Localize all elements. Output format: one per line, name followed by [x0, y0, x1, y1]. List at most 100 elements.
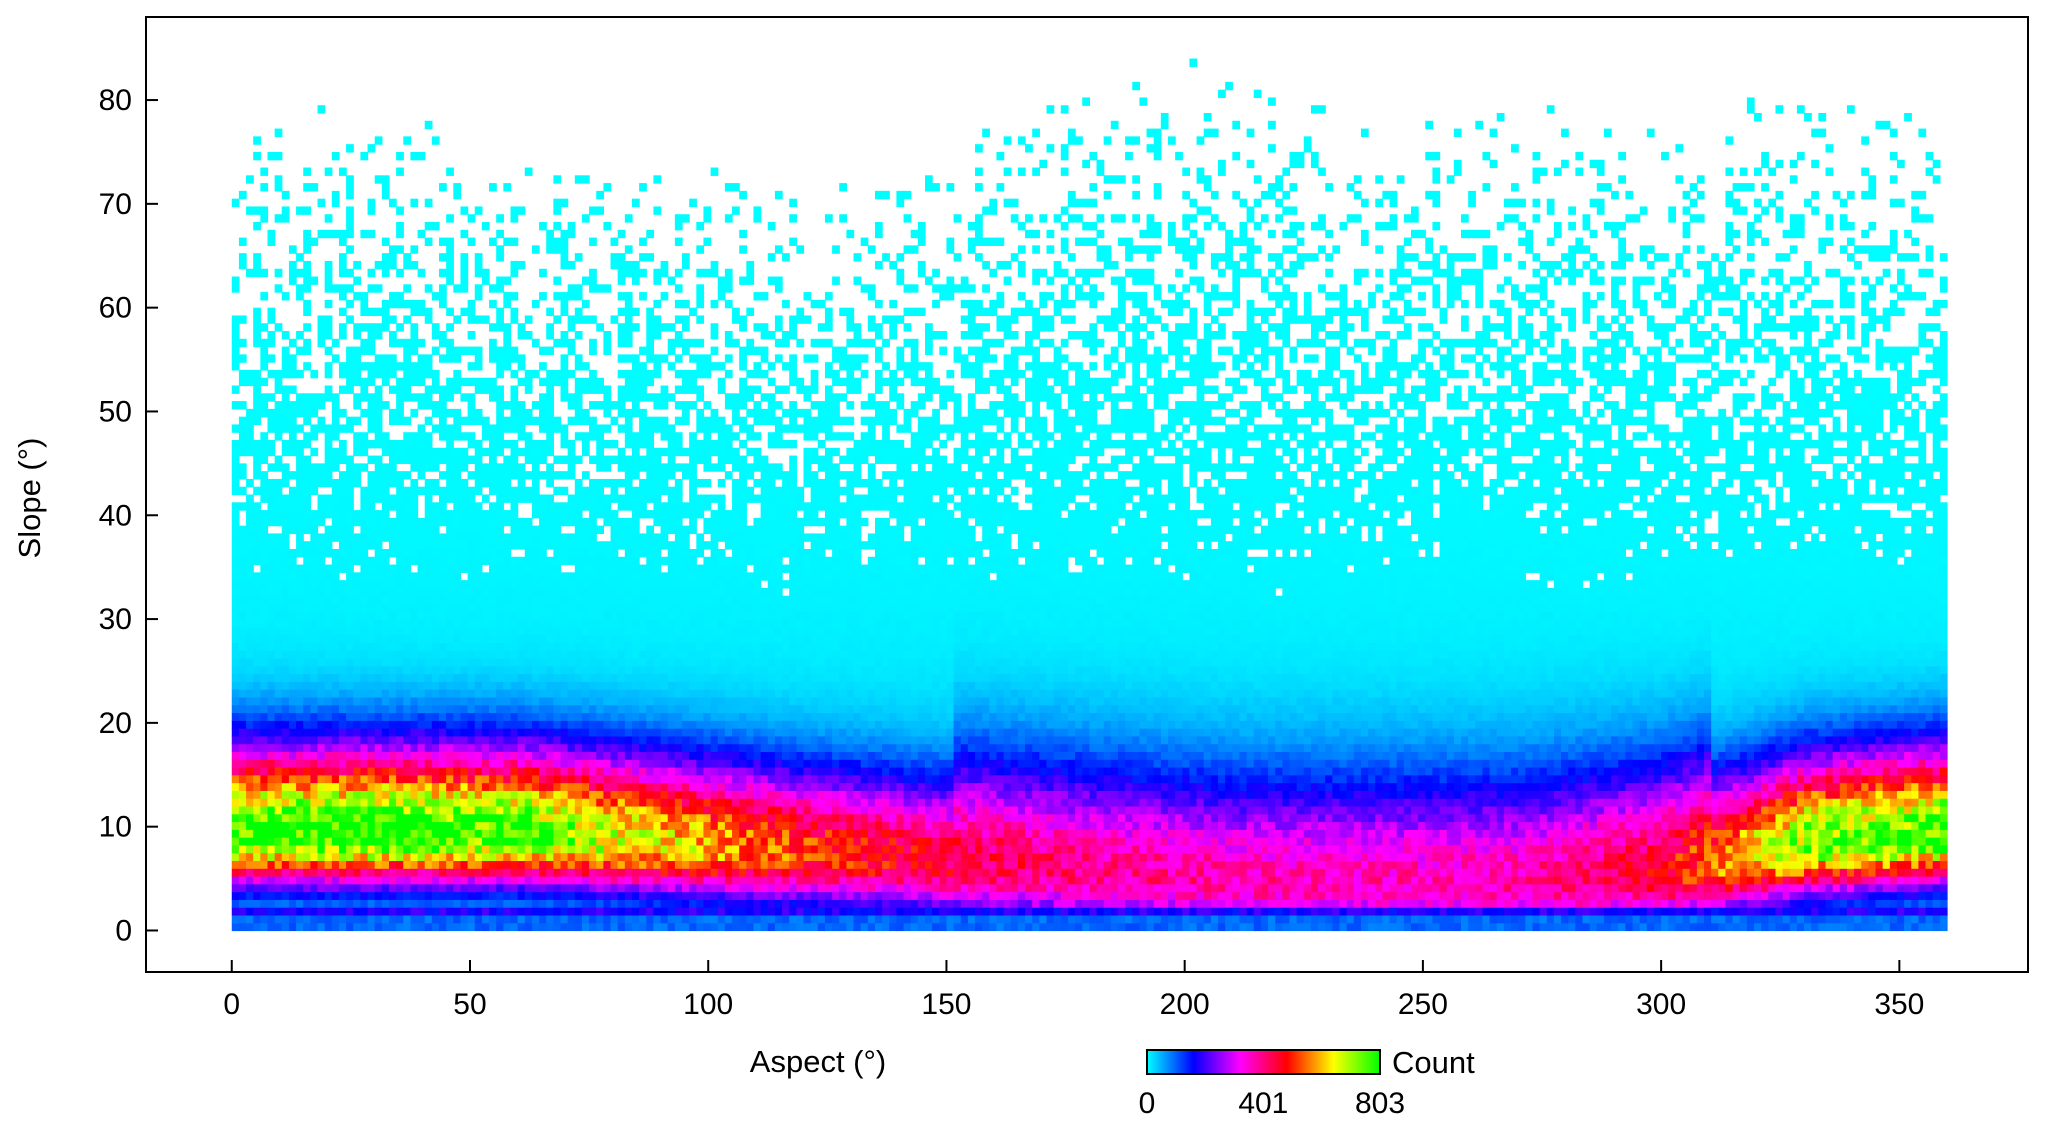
- heatmap-cell: [689, 899, 697, 907]
- heatmap-cell: [446, 829, 454, 837]
- heatmap-cell: [475, 292, 483, 300]
- heatmap-cell: [246, 853, 254, 861]
- heatmap-cell: [353, 549, 361, 557]
- heatmap-cell: [510, 751, 518, 759]
- heatmap-cell: [646, 572, 654, 580]
- heatmap-cell: [618, 627, 626, 635]
- heatmap-cell: [489, 736, 497, 744]
- heatmap-cell: [668, 611, 676, 619]
- heatmap-cell: [539, 744, 547, 752]
- heatmap-cell: [303, 876, 311, 884]
- heatmap-cell: [668, 650, 676, 658]
- heatmap-cell: [582, 378, 590, 386]
- heatmap-cell: [389, 565, 397, 573]
- heatmap-cell: [439, 502, 447, 510]
- heatmap-cell: [375, 751, 383, 759]
- heatmap-cell: [589, 526, 597, 534]
- heatmap-cell: [482, 728, 490, 736]
- heatmap-cell: [510, 635, 518, 643]
- heatmap-cell: [439, 238, 447, 246]
- heatmap-cell: [253, 549, 261, 557]
- heatmap-cell: [439, 775, 447, 783]
- heatmap-cell: [553, 565, 561, 573]
- heatmap-cell: [310, 674, 318, 682]
- heatmap-cell: [410, 892, 418, 900]
- heatmap-cell: [482, 884, 490, 892]
- heatmap-cell: [696, 354, 704, 362]
- heatmap-cell: [653, 611, 661, 619]
- heatmap-cell: [382, 892, 390, 900]
- heatmap-cell: [532, 642, 540, 650]
- heatmap-cell: [446, 697, 454, 705]
- heatmap-cell: [682, 502, 690, 510]
- heatmap-cell: [682, 619, 690, 627]
- heatmap-cell: [503, 347, 511, 355]
- heatmap-cell: [410, 783, 418, 791]
- heatmap-cell: [653, 393, 661, 401]
- heatmap-cell: [632, 712, 640, 720]
- heatmap-cell: [489, 557, 497, 565]
- heatmap-cell: [639, 860, 647, 868]
- heatmap-cell: [553, 245, 561, 253]
- heatmap-cell: [575, 456, 583, 464]
- heatmap-cell: [389, 728, 397, 736]
- heatmap-cell: [668, 814, 676, 822]
- heatmap-cell: [425, 479, 433, 487]
- heatmap-cell: [475, 347, 483, 355]
- heatmap-cell: [582, 214, 590, 222]
- heatmap-cell: [489, 596, 497, 604]
- heatmap-cell: [360, 845, 368, 853]
- heatmap-cell: [632, 362, 640, 370]
- heatmap-cell: [232, 884, 240, 892]
- heatmap-cell: [446, 611, 454, 619]
- heatmap-cell: [510, 541, 518, 549]
- heatmap-cell: [368, 611, 376, 619]
- heatmap-cell: [496, 907, 504, 915]
- heatmap-cell: [625, 245, 633, 253]
- heatmap-cell: [418, 899, 426, 907]
- heatmap-cell: [518, 331, 526, 339]
- heatmap-cell: [503, 619, 511, 627]
- heatmap-cell: [303, 736, 311, 744]
- heatmap-cell: [568, 767, 576, 775]
- heatmap-cell: [418, 362, 426, 370]
- heatmap-cell: [325, 806, 333, 814]
- heatmap-cell: [282, 689, 290, 697]
- heatmap-cell: [575, 557, 583, 565]
- heatmap-cell: [275, 697, 283, 705]
- heatmap-cell: [539, 674, 547, 682]
- heatmap-cell: [525, 642, 533, 650]
- heatmap-cell: [510, 892, 518, 900]
- heatmap-cell: [475, 783, 483, 791]
- heatmap-cell: [625, 759, 633, 767]
- heatmap-cell: [518, 572, 526, 580]
- heatmap-cell: [510, 650, 518, 658]
- heatmap-cell: [675, 876, 683, 884]
- heatmap-cell: [389, 892, 397, 900]
- heatmap-cell: [368, 798, 376, 806]
- heatmap-cell: [468, 510, 476, 518]
- heatmap-cell: [253, 440, 261, 448]
- heatmap-cell: [403, 892, 411, 900]
- heatmap-cell: [403, 253, 411, 261]
- heatmap-cell: [603, 720, 611, 728]
- heatmap-cell: [396, 502, 404, 510]
- heatmap-cell: [418, 642, 426, 650]
- heatmap-cell: [460, 837, 468, 845]
- heatmap-cell: [689, 681, 697, 689]
- heatmap-cell: [503, 541, 511, 549]
- heatmap-cell: [532, 775, 540, 783]
- heatmap-cell: [711, 720, 719, 728]
- heatmap-cell: [703, 269, 711, 277]
- heatmap-cell: [596, 642, 604, 650]
- heatmap-cell: [632, 580, 640, 588]
- heatmap-cell: [353, 448, 361, 456]
- heatmap-cell: [589, 549, 597, 557]
- heatmap-cell: [460, 393, 468, 401]
- heatmap-cell: [425, 783, 433, 791]
- heatmap-cell: [475, 658, 483, 666]
- heatmap-cell: [575, 518, 583, 526]
- heatmap-cell: [596, 401, 604, 409]
- heatmap-cell: [653, 681, 661, 689]
- heatmap-cell: [496, 386, 504, 394]
